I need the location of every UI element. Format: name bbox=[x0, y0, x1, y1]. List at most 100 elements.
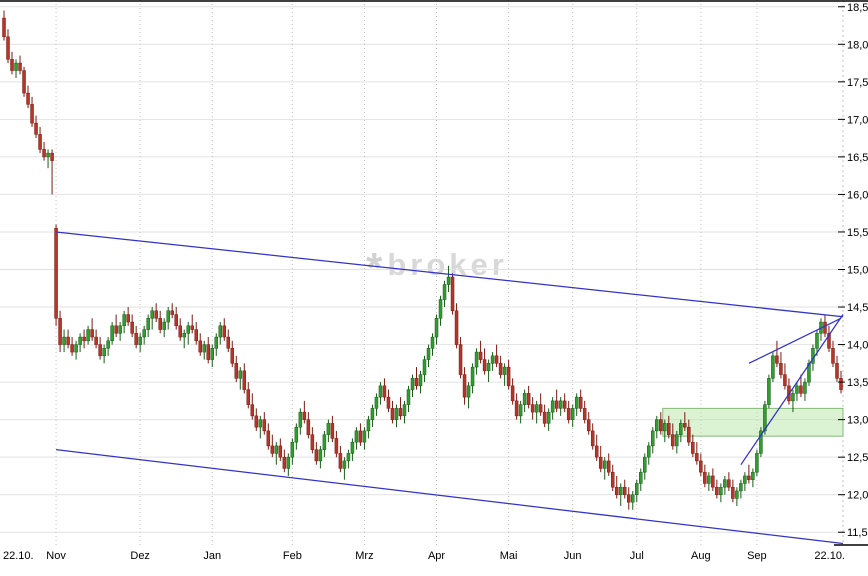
candle-body bbox=[474, 351, 479, 368]
candle-body bbox=[683, 423, 687, 428]
x-axis-label: Jan bbox=[203, 550, 221, 562]
candle-body bbox=[326, 423, 331, 435]
candle-body bbox=[618, 486, 623, 495]
candle-body bbox=[815, 333, 819, 349]
y-axis-label: 14,0 bbox=[847, 340, 868, 352]
y-axis-label: 16,5 bbox=[847, 152, 868, 164]
candle-body bbox=[594, 445, 599, 458]
candle-body bbox=[667, 423, 671, 435]
candle-body bbox=[534, 404, 539, 413]
candle-body bbox=[314, 449, 319, 462]
candle-body bbox=[34, 122, 38, 135]
candle-body bbox=[294, 426, 299, 443]
rising-wedge-upper bbox=[748, 317, 842, 364]
candle-body bbox=[494, 355, 499, 364]
x-axis-label: 22.10. bbox=[814, 550, 845, 562]
candle-body bbox=[775, 355, 779, 364]
x-axis-label: Mai bbox=[500, 550, 518, 562]
candle-body bbox=[310, 434, 315, 450]
candle-body bbox=[266, 430, 271, 447]
candle-body bbox=[130, 321, 134, 334]
candle-body bbox=[390, 408, 395, 420]
candle-body bbox=[30, 104, 34, 124]
x-axis-label: Mrz bbox=[355, 550, 373, 562]
candle-body bbox=[50, 152, 54, 161]
candle-body bbox=[374, 396, 379, 409]
candle-body bbox=[550, 400, 555, 413]
candle-body bbox=[218, 325, 223, 338]
candle-body bbox=[378, 385, 383, 398]
candle-body bbox=[498, 363, 503, 375]
candle-body bbox=[270, 445, 275, 454]
candle-body bbox=[687, 426, 691, 443]
candle-body bbox=[835, 363, 839, 379]
candle-body bbox=[394, 408, 399, 420]
candle-body bbox=[767, 378, 771, 405]
y-axis-label: 13,0 bbox=[847, 415, 868, 427]
y-axis-label: 12,5 bbox=[847, 452, 868, 464]
candle-body bbox=[610, 471, 615, 488]
candle-body bbox=[759, 430, 763, 454]
candle-body bbox=[146, 318, 150, 330]
candle-body bbox=[2, 17, 6, 38]
candle-body bbox=[346, 453, 351, 462]
candle-body bbox=[46, 152, 50, 158]
candle-body bbox=[366, 419, 371, 432]
candle-body bbox=[598, 456, 603, 469]
candle-body bbox=[242, 370, 247, 390]
candle-body bbox=[6, 36, 10, 60]
candle-body bbox=[751, 471, 755, 480]
x-axis-label: Feb bbox=[283, 550, 302, 562]
candle-body bbox=[198, 340, 202, 353]
candle-body bbox=[502, 366, 507, 375]
candle-body bbox=[622, 486, 627, 495]
candle-body bbox=[743, 475, 747, 484]
candle-body bbox=[783, 374, 787, 387]
candle-body bbox=[803, 381, 807, 394]
candle-body bbox=[795, 385, 799, 394]
y-axis-label: 17,0 bbox=[847, 114, 868, 126]
candle-body bbox=[26, 92, 30, 105]
candle-body bbox=[58, 318, 62, 345]
candle-body bbox=[122, 314, 126, 327]
candle-body bbox=[643, 456, 647, 473]
candle-body bbox=[206, 344, 210, 360]
candle-body bbox=[566, 408, 571, 420]
x-axis-label: Nov bbox=[46, 550, 66, 562]
x-axis-label: Dez bbox=[130, 550, 150, 562]
candle-body bbox=[807, 363, 811, 383]
candle-body bbox=[462, 374, 467, 398]
candle-body bbox=[574, 396, 579, 409]
chart-frame bbox=[0, 0, 868, 546]
y-axis-label: 13,5 bbox=[847, 377, 868, 389]
candles bbox=[2, 10, 843, 510]
y-axis: 18,5 18,0 17,5 17,0 16,5 16,0 15,5 15,0 14,5 14,0… bbox=[838, 2, 868, 539]
candle-body bbox=[382, 385, 387, 398]
candle-body bbox=[62, 336, 66, 345]
candle-body bbox=[715, 486, 719, 495]
trendlines bbox=[55, 231, 844, 545]
candle-body bbox=[174, 314, 178, 327]
candle-body bbox=[578, 396, 583, 409]
candle-body bbox=[707, 475, 711, 484]
candle-body bbox=[755, 453, 759, 473]
candle-body bbox=[182, 333, 186, 338]
candle-body bbox=[558, 400, 563, 409]
candle-body bbox=[334, 438, 339, 454]
candle-body bbox=[727, 479, 731, 488]
candle-body bbox=[402, 404, 407, 417]
candle-body bbox=[202, 344, 206, 353]
candle-body bbox=[114, 325, 118, 334]
candle-body bbox=[771, 355, 775, 379]
candle-body bbox=[342, 460, 347, 469]
candle-body bbox=[406, 389, 411, 405]
candle-body bbox=[446, 276, 451, 285]
x-axis: 22.10. Nov Dez Jan Feb Mrz Apr Mai Jun Jul Aug Sep 2… bbox=[3, 550, 845, 562]
horizontal-gridlines bbox=[0, 6, 843, 533]
candle-body bbox=[194, 329, 198, 342]
y-axis-label: 15,0 bbox=[847, 264, 868, 276]
candle-body bbox=[414, 378, 419, 387]
candle-body bbox=[647, 445, 651, 458]
candle-body bbox=[138, 336, 142, 345]
